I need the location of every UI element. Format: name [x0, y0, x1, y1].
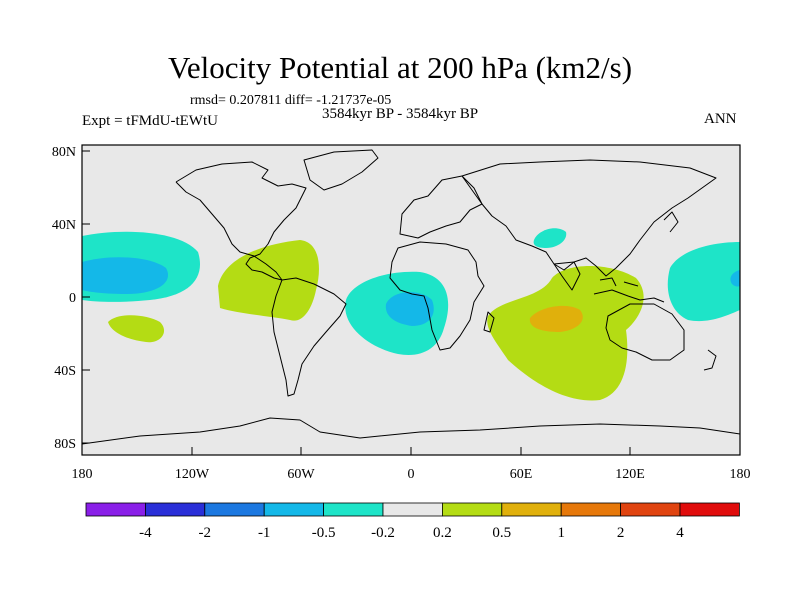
- lon-label-0: 0: [408, 467, 415, 482]
- lon-label-60w: 60W: [287, 467, 315, 482]
- colorbar: -4 -2 -1 -0.5 -0.2 0.2 0.5 1 2 4: [85, 502, 740, 541]
- pos-anomaly-americas: [218, 240, 319, 321]
- coast-indonesia: [593, 277, 665, 303]
- colorbar-label: 1: [557, 525, 565, 541]
- experiment-label: Expt = tFMdU-tEWtU: [82, 113, 218, 129]
- colorbar-box: [204, 502, 265, 517]
- lat-label-equator: 0: [69, 291, 76, 306]
- neg-anomaly-middle-east: [533, 228, 567, 248]
- coast-india: [553, 261, 581, 291]
- coast-europe: [399, 175, 483, 239]
- pos-anomaly-south-pacific: [108, 315, 165, 343]
- colorbar-box: [441, 502, 503, 517]
- colorbar-label: -1: [258, 525, 271, 541]
- colorbar-box: [679, 502, 740, 517]
- plot-title: Velocity Potential at 200 hPa (km2/s): [167, 50, 633, 85]
- lat-label-80s: 80S: [54, 437, 76, 452]
- lat-label-40s: 40S: [54, 364, 76, 379]
- period-label: 3584kyr BP - 3584kyr BP: [322, 106, 479, 122]
- coast-antarctica: [81, 417, 741, 445]
- coast-australia: [605, 303, 685, 361]
- coast-africa: [389, 241, 485, 351]
- coast-south-america: [271, 277, 347, 397]
- latitude-axis: 80N 40N 0 40S 80S: [52, 145, 90, 452]
- colorbar-label: -0.5: [312, 525, 336, 541]
- neg-core-central-pacific: [82, 257, 169, 294]
- colorbar-box: [323, 502, 384, 517]
- colorbar-label: 2: [617, 525, 625, 541]
- lat-label-40n: 40N: [52, 218, 76, 233]
- colorbar-label: 0.2: [433, 525, 452, 541]
- colorbar-label: 4: [676, 525, 684, 541]
- lon-label-180-left: 180: [72, 467, 93, 482]
- colorbar-box: [501, 502, 562, 517]
- lon-label-180-right: 180: [730, 467, 751, 482]
- colorbar-box: [382, 502, 443, 517]
- lon-label-60e: 60E: [510, 467, 533, 482]
- colorbar-label: -0.2: [371, 525, 395, 541]
- coast-japan: [663, 211, 679, 233]
- coast-greenland: [303, 149, 379, 191]
- colorbar-box: [560, 502, 622, 517]
- colorbar-box: [263, 502, 325, 517]
- statistics-text: rmsd= 0.207811 diff= -1.21737e-05: [190, 93, 392, 108]
- colorbar-box: [144, 502, 206, 517]
- field-shading: [82, 228, 740, 401]
- colorbar-box: [620, 502, 681, 517]
- pos-core-indian-ocean: [529, 305, 583, 332]
- coast-asia: [461, 159, 717, 277]
- lon-label-120e: 120E: [615, 467, 645, 482]
- neg-anomaly-west-pacific: [667, 242, 740, 322]
- coastlines: [81, 149, 741, 445]
- neg-core-west-pacific: [730, 270, 740, 287]
- colorbar-label: 0.5: [492, 525, 511, 541]
- neg-core-atlantic: [385, 292, 434, 326]
- longitude-axis: 180 120W 60W 0 60E 120E 180: [72, 447, 751, 482]
- lon-label-120w: 120W: [175, 467, 210, 482]
- colorbar-label: -2: [199, 525, 212, 541]
- coast-madagascar: [483, 311, 495, 333]
- pos-anomaly-indian-ocean: [487, 266, 644, 401]
- colorbar-label: -4: [139, 525, 152, 541]
- colorbar-box: [85, 502, 146, 517]
- season-label: ANN: [704, 111, 737, 127]
- lat-label-80n: 80N: [52, 145, 76, 160]
- coast-north-america: [175, 161, 307, 281]
- coast-new-zealand: [703, 349, 717, 371]
